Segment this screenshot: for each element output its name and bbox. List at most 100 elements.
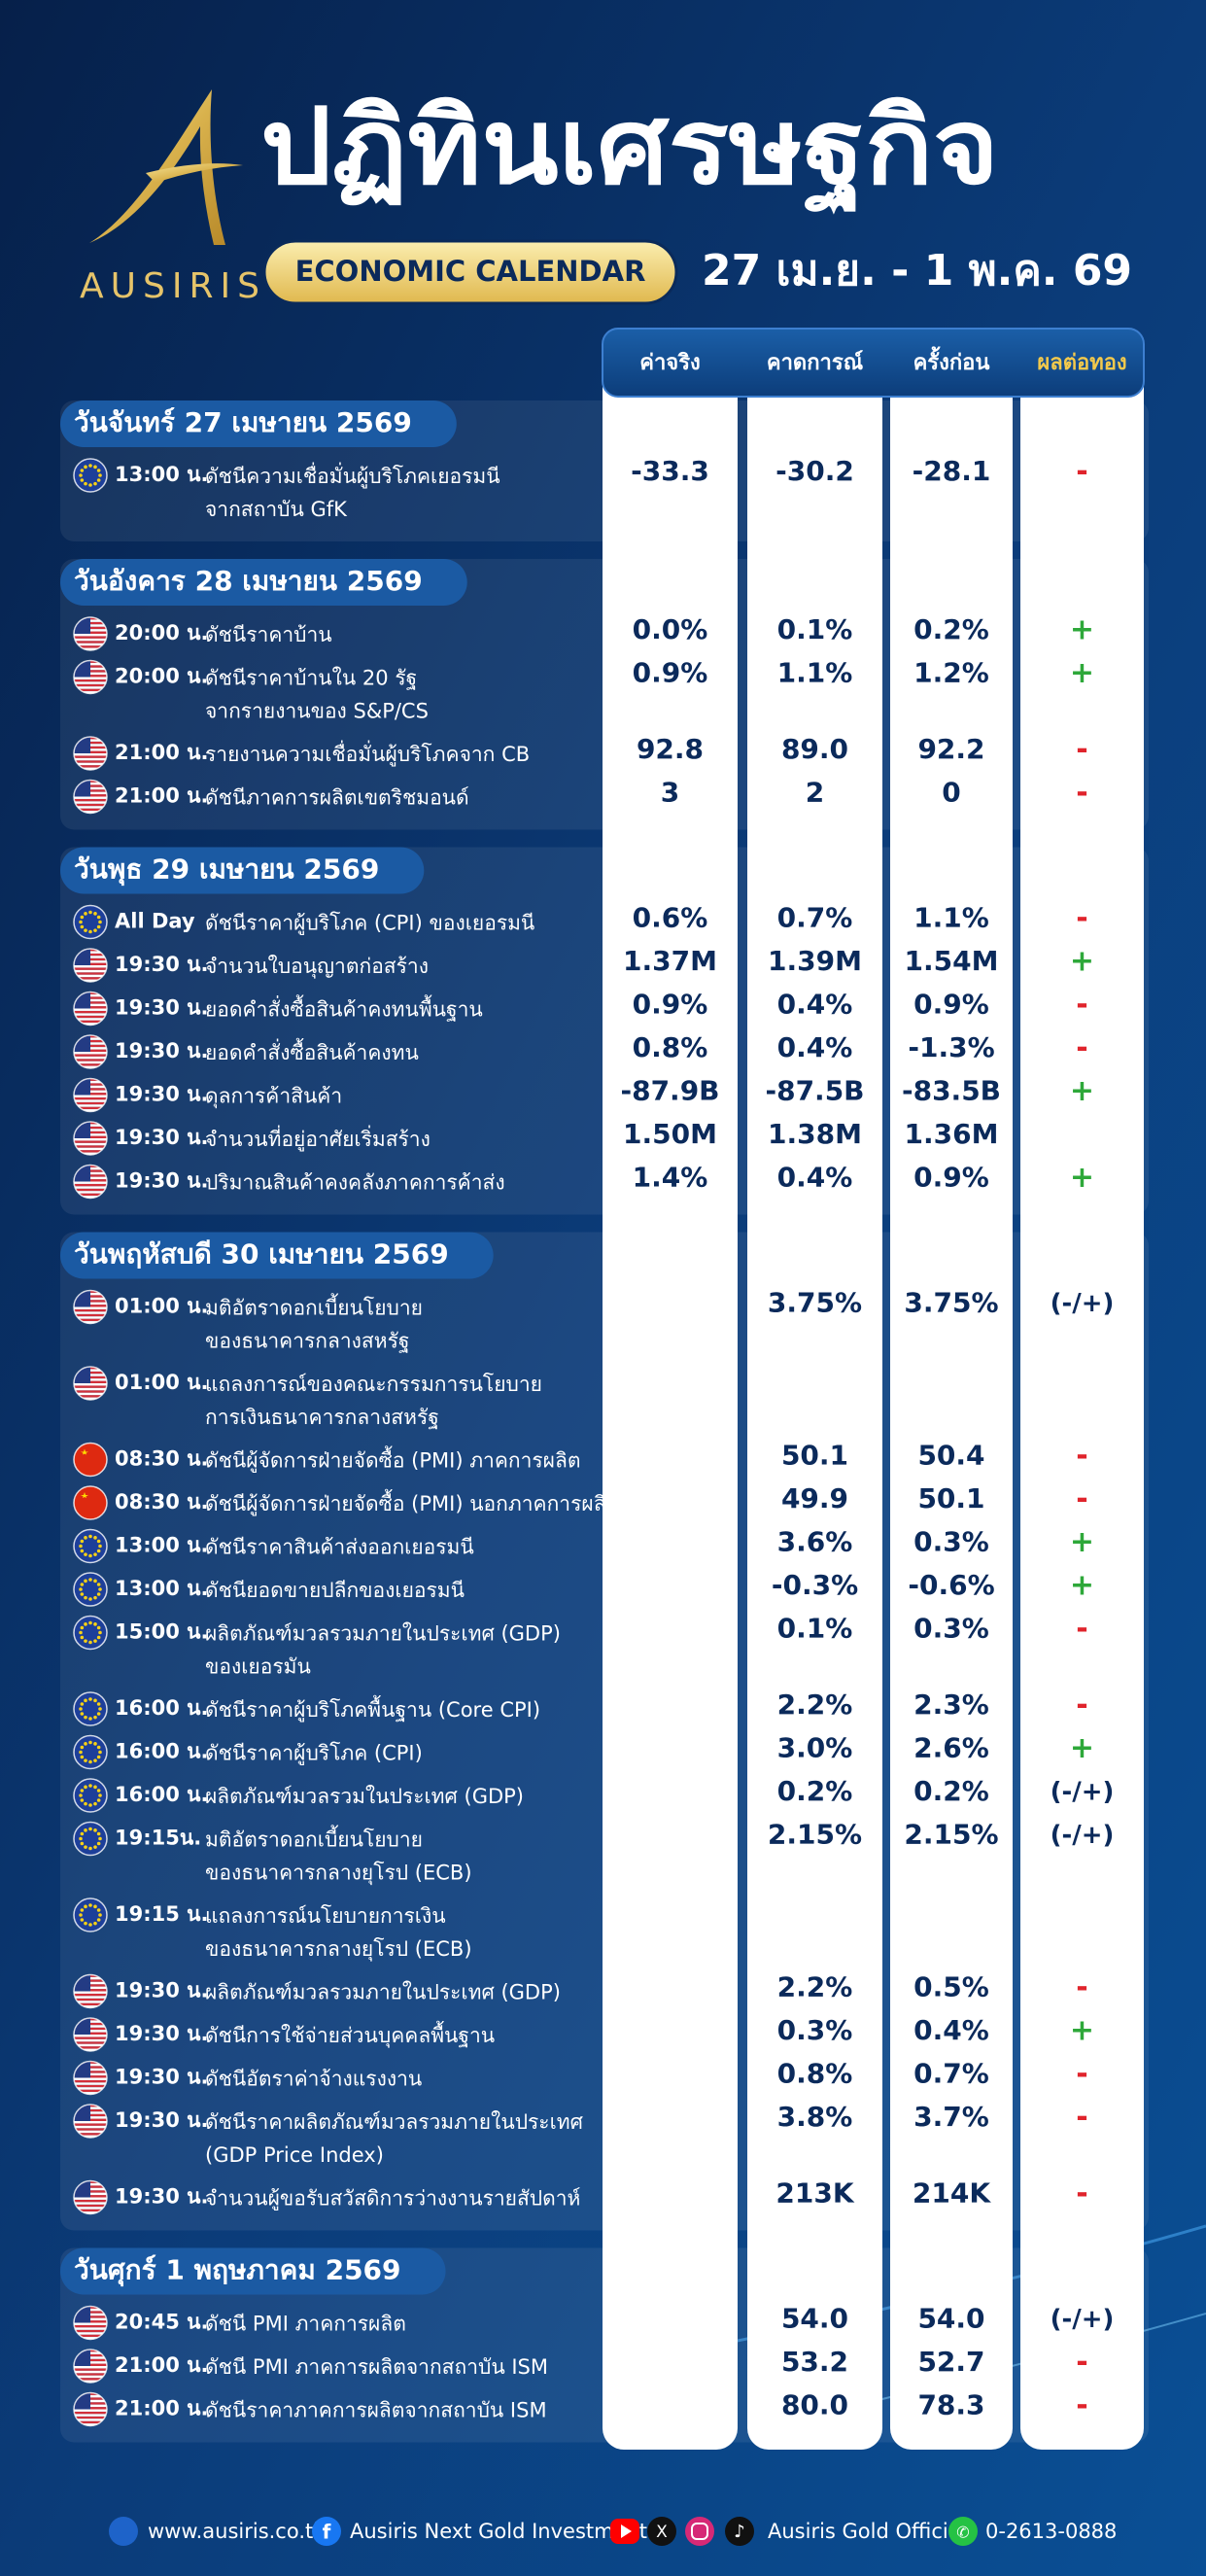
- flag-star: [79, 1544, 83, 1549]
- flag-eu: [73, 1821, 108, 1857]
- flag-stripe: [74, 2084, 107, 2088]
- event-forecast: 49.9: [781, 1482, 848, 1514]
- flag-ring: [73, 1897, 108, 1932]
- flag-stripe: [74, 760, 107, 763]
- event-description: แถลงการณ์นโยบายการเงิน: [205, 1904, 446, 1928]
- event-previous: 0.7%: [913, 2058, 989, 2090]
- flag-ring: [73, 1442, 108, 1478]
- flag-ring: [73, 1528, 108, 1564]
- flag-star: [84, 1828, 87, 1832]
- flag-star: [80, 924, 85, 929]
- column-header: ค่าจริง: [639, 351, 701, 375]
- flag-stripe: [74, 1308, 107, 1312]
- flag-star: [98, 1587, 102, 1591]
- gold-impact: -: [1076, 455, 1087, 489]
- flag-stripe: [74, 2121, 107, 2124]
- flag-ring: [73, 1572, 108, 1607]
- flag-star: [80, 1583, 85, 1586]
- flag-stripe: [74, 2207, 107, 2210]
- flag-star: [80, 469, 85, 472]
- flag-eu: [73, 1572, 108, 1607]
- flag-stripe: [74, 1311, 107, 1314]
- event-forecast: 2.2%: [777, 1971, 853, 2003]
- event-forecast: 213K: [775, 2177, 854, 2210]
- flag-stripe: [74, 1104, 107, 1107]
- event-time: 01:00 น.: [115, 1371, 209, 1394]
- flag-star: [96, 1798, 101, 1802]
- youtube-glyph: [621, 2524, 632, 2538]
- flag-star: [93, 912, 97, 916]
- event-previous: -28.1: [913, 455, 991, 487]
- day-header-bg: [60, 400, 457, 447]
- flag-stripe: [74, 2420, 107, 2424]
- flag-stripe: [74, 1996, 107, 1999]
- gold-impact: (-/+): [1051, 1289, 1115, 1318]
- gold-impact: -: [1076, 2057, 1087, 2091]
- flag-star: [88, 1903, 92, 1907]
- flag-stripe: [74, 1109, 107, 1112]
- flag-stripe: [74, 2005, 107, 2008]
- value-column: [747, 329, 882, 2450]
- flag-eu: [73, 1897, 108, 1932]
- event-description: ดัชนีผู้จัดการฝ่ายจัดซื้อ (PMI) ภาคการผล…: [205, 1446, 580, 1474]
- event-description: ของธนาคารกลางสหรัฐ: [205, 1330, 409, 1353]
- gold-impact: -: [1076, 1612, 1087, 1646]
- flag-star: [88, 1534, 92, 1539]
- flag-star: [80, 1841, 85, 1846]
- flag-stripe: [74, 1056, 107, 1060]
- event-description: ดัชนี PMI ภาคการผลิตจากสถาบัน ISM: [205, 2355, 548, 2379]
- flag-stripe: [74, 2373, 107, 2376]
- flag-star: [88, 1740, 92, 1745]
- flag-stripe: [74, 755, 107, 758]
- flag-star: [96, 1549, 101, 1553]
- flag-stripe: [74, 1150, 107, 1153]
- flag-star: [88, 1578, 92, 1582]
- flag-star: [93, 1552, 97, 1556]
- flag-star: [93, 1828, 97, 1832]
- event-actual: 1.4%: [633, 1162, 708, 1194]
- flag-star: [96, 1918, 101, 1922]
- flag-stripe: [74, 2135, 107, 2138]
- flag-star: [84, 465, 87, 470]
- flag-star: [98, 1630, 102, 1635]
- flag-stripe: [74, 1993, 107, 1997]
- flag-stripe: [74, 2409, 107, 2412]
- flag-stripe: [74, 2038, 107, 2042]
- event-description: ดัชนีราคาผู้บริโภคพื้นฐาน (Core CPI): [205, 1695, 540, 1723]
- flag-stripe: [74, 762, 107, 766]
- flag-star: [84, 1921, 87, 1926]
- event-time: 19:30 น.: [115, 1083, 209, 1106]
- event-description: ผลิตภัณฑ์มวลรวมภายในประเทศ (GDP): [205, 1981, 561, 2004]
- event-forecast: 3.8%: [777, 2101, 853, 2133]
- flag-stripe: [74, 2079, 107, 2083]
- flag-star: [98, 1913, 102, 1917]
- flag-ring: [73, 1821, 108, 1857]
- flag-stripe: [74, 2048, 107, 2051]
- flag-stripe: [74, 2197, 107, 2200]
- brand-name: AUSIRIS: [80, 266, 266, 306]
- flag-us: [73, 659, 108, 695]
- flag-stripe: [74, 1991, 107, 1994]
- flag-star: [84, 1536, 87, 1540]
- flag-stripe: [74, 811, 107, 814]
- flag-star: [79, 1587, 83, 1591]
- event-description: จำนวนใบอนุญาตก่อสร้าง: [205, 955, 429, 979]
- event-previous: 2.3%: [913, 1688, 989, 1721]
- event-time: 19:30 น.: [115, 2022, 209, 2045]
- flag-star: [80, 915, 85, 920]
- event-previous: 0.2%: [913, 1775, 989, 1807]
- flag-star: [96, 1841, 101, 1846]
- gold-impact: -: [1076, 733, 1087, 767]
- event-description: ดุลการค้าสินค้า: [205, 1085, 342, 1109]
- event-forecast: 0.1%: [777, 613, 853, 645]
- footer-website: www.ausiris.co.th: [148, 2520, 327, 2543]
- flag-star: [84, 1639, 87, 1643]
- flag-star: [80, 1831, 85, 1836]
- flag-stripe: [74, 1383, 107, 1386]
- flag-star: [79, 1836, 83, 1841]
- flag-star: [88, 1640, 92, 1645]
- flag-stripe: [74, 1397, 107, 1400]
- event-forecast: 2: [806, 777, 824, 809]
- flag-star: [84, 1579, 87, 1584]
